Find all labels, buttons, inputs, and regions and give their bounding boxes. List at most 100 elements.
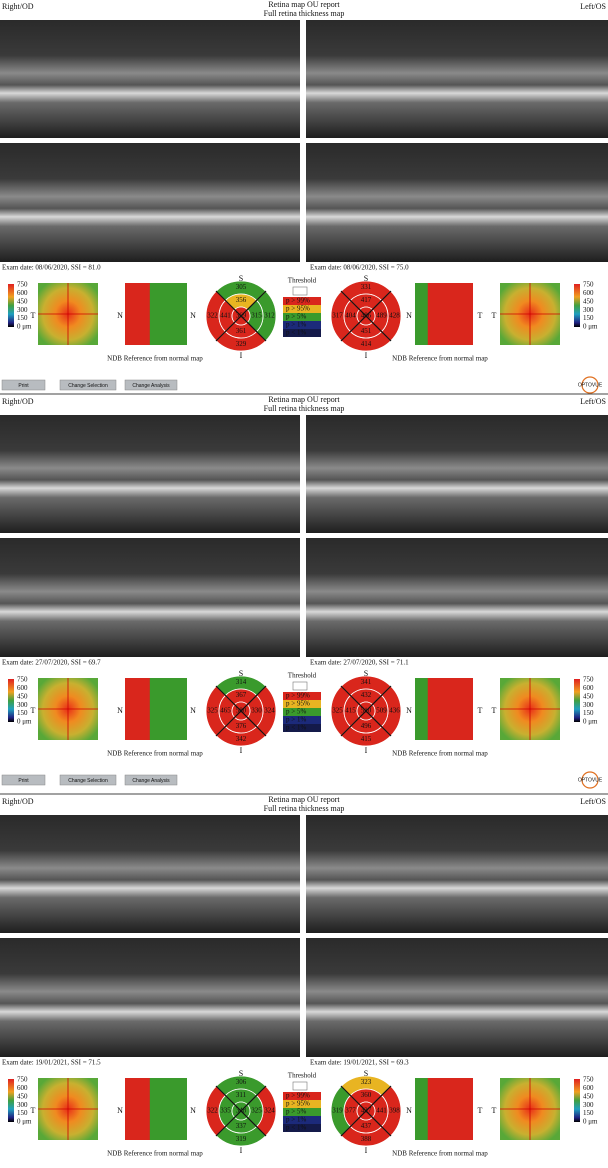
legend-swatch [283,313,321,321]
orientation-label: N [406,1106,412,1115]
ndb-label: NDB Reference from normal map [107,750,203,758]
oct-scan [306,143,608,262]
ndb-label: NDB Reference from normal map [392,355,488,363]
inner-value: 415 [345,707,356,715]
report-subtitle: Full retina thickness map [264,404,345,413]
inner-value: 496 [361,722,372,730]
legend-swatch [283,1108,321,1116]
report-title: Retina map OU report [268,395,340,404]
outer-value: 312 [264,312,275,320]
threshold-control[interactable] [292,286,308,296]
legend-label: p < 1% [286,1124,306,1132]
legend-label: p > 5% [286,1108,306,1116]
eye-label-left: Left/OS [580,797,606,806]
legend-label: p > 99% [286,1092,310,1100]
legend-swatch [283,724,321,732]
scale-label: 300 [583,1101,594,1109]
outer-value: 325 [332,707,343,715]
inner-value: 432 [361,691,372,699]
scale-label: 750 [17,281,28,289]
button[interactable] [1,774,46,786]
orientation-label: T [478,311,483,320]
button[interactable] [1,379,46,391]
sector-divider [215,1085,267,1137]
orientation-label: N [190,1106,196,1115]
inner-value: 404 [345,312,356,320]
threshold-label: Threshold [288,1072,317,1080]
scale-label: 750 [17,1076,28,1084]
scale-label: 750 [583,676,594,684]
scale-label: 0 μm [583,323,598,331]
legend-swatch [283,708,321,716]
outer-value: 342 [236,735,247,743]
legend-swatch [283,716,321,724]
outer-value: 331 [361,283,372,291]
threshold-label: Threshold [288,672,317,680]
scale-label: 300 [17,306,28,314]
orientation-label: T [31,1106,36,1115]
legend-label: p > 1% [286,716,306,724]
center-value: 580 [236,707,247,715]
exam-date: Exam date: 27/07/2020, SSI = 71.1 [310,659,409,667]
scale-label: 0 μm [17,718,32,726]
outer-value: 325 [207,707,218,715]
button-label[interactable]: Change Analysis [132,778,170,784]
exam-date: Exam date: 27/07/2020, SSI = 69.7 [2,659,101,667]
scale-label: 600 [583,684,594,692]
legend-swatch [283,1116,321,1124]
button[interactable] [59,379,117,391]
center-value: 437 [361,1107,372,1115]
significance-region [149,1078,187,1140]
legend-label: p > 5% [286,313,306,321]
logo-mark [581,771,599,789]
logo-mark [581,376,599,394]
color-scale [574,284,580,327]
outer-value: 341 [361,678,372,686]
scale-label: 600 [583,1084,594,1092]
inferior-label: I [240,1146,243,1155]
eye-label-right: Right/OD [2,397,34,406]
superior-label: S [239,1069,243,1078]
color-scale [574,679,580,722]
report-subtitle: Full retina thickness map [264,9,345,18]
button[interactable] [124,774,178,786]
color-scale [8,679,14,722]
button[interactable] [124,379,178,391]
inner-value: 441 [220,312,231,320]
button-label[interactable]: Change Analysis [132,383,170,389]
inferior-label: I [240,351,243,360]
eye-label-left: Left/OS [580,2,606,11]
oct-scan [306,938,608,1057]
oct-scan [306,415,608,533]
center-value: 510 [361,707,372,715]
outer-value: 329 [236,340,247,348]
scale-label: 300 [17,701,28,709]
ndb-label: NDB Reference from normal map [107,355,203,363]
sector-divider [215,290,267,342]
outer-value: 398 [389,1107,400,1115]
threshold-control[interactable] [292,1081,308,1091]
oct-scan [0,538,300,657]
outer-value: 323 [361,1078,372,1086]
exam-date: Exam date: 08/06/2020, SSI = 75.0 [310,264,409,272]
outer-value: 428 [389,312,400,320]
legend-swatch [283,297,321,305]
button[interactable] [59,774,117,786]
superior-label: S [364,274,368,283]
button-label[interactable]: Change Selection [68,778,108,784]
button-label[interactable]: Print [18,778,29,784]
legend-label: p > 95% [286,1100,310,1108]
scale-label: 750 [17,676,28,684]
button-label[interactable]: Change Selection [68,383,108,389]
report-subtitle: Full retina thickness map [264,804,345,813]
sector-divider [340,1085,392,1137]
threshold-control[interactable] [292,681,308,691]
button-label[interactable]: Print [18,383,29,389]
logo: OPTOVUE [578,777,603,783]
ndb-label: NDB Reference from normal map [107,1150,203,1158]
inner-value: 337 [236,1122,247,1130]
scale-label: 150 [583,314,594,322]
sector-divider [215,685,267,737]
logo: OPTOVUE [578,382,603,388]
